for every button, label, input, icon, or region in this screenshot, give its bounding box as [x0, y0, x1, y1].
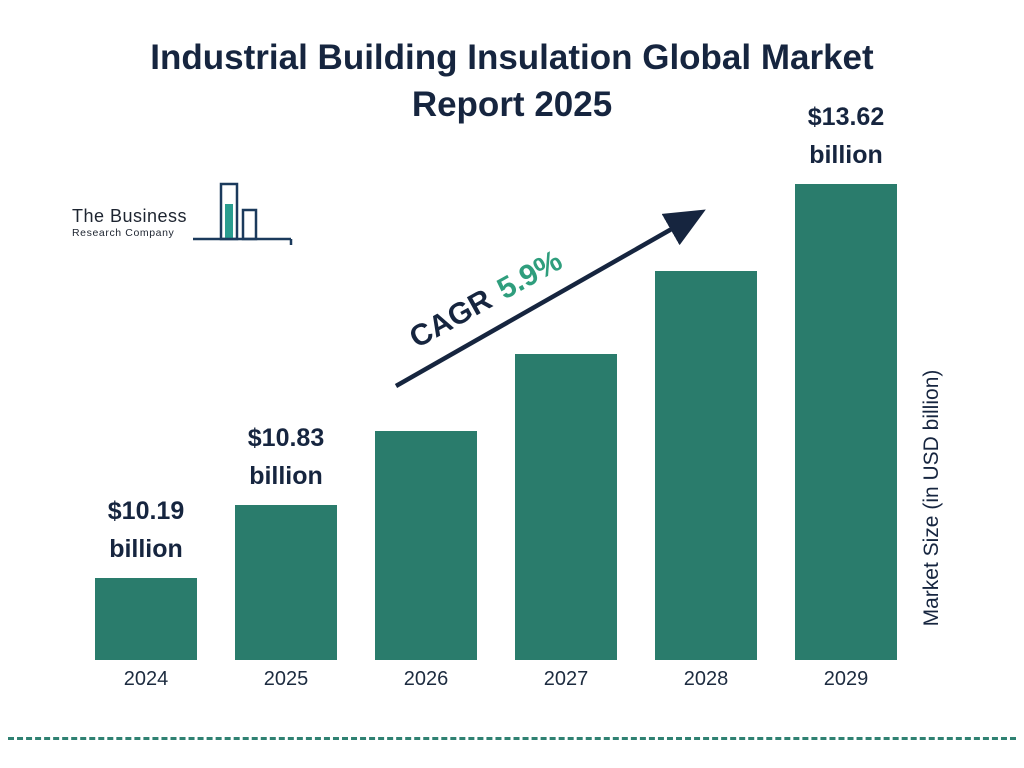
bar-2029	[795, 184, 897, 660]
x-axis-label-2029: 2029	[823, 668, 869, 690]
company-logo-text: The Business Research Company	[72, 206, 187, 253]
bar-chart-logo-icon	[193, 182, 293, 253]
plot-area: $10.19 billion $10.83 billion $13.62 billion	[0, 103, 1024, 660]
value-label-2025: $10.83 billion	[247, 424, 325, 490]
bar-2026	[375, 431, 477, 660]
x-axis-label-2025: 2025	[263, 668, 309, 690]
bar-2028	[655, 271, 757, 660]
logo-line2: Research Company	[72, 227, 175, 239]
x-axis-label-2024: 2024	[123, 668, 169, 690]
bar-2027	[515, 354, 617, 660]
x-axis-label-2026: 2026	[403, 668, 449, 690]
value-label-2029: $13.62 billion	[807, 103, 885, 169]
bar-2025	[235, 505, 337, 660]
x-axis-label-2027: 2027	[543, 668, 589, 690]
bottom-dashed-divider	[8, 737, 1016, 740]
x-axis-label-2028: 2028	[683, 668, 729, 690]
y-axis-label: Market Size (in USD billion)	[920, 369, 943, 627]
page-title: Industrial Building Insulation Global Ma…	[150, 38, 874, 124]
bar-2024	[95, 578, 197, 660]
value-label-2024: $10.19 billion	[107, 497, 185, 563]
logo-line1: The Business	[72, 206, 188, 226]
company-logo: The Business Research Company	[72, 182, 293, 253]
